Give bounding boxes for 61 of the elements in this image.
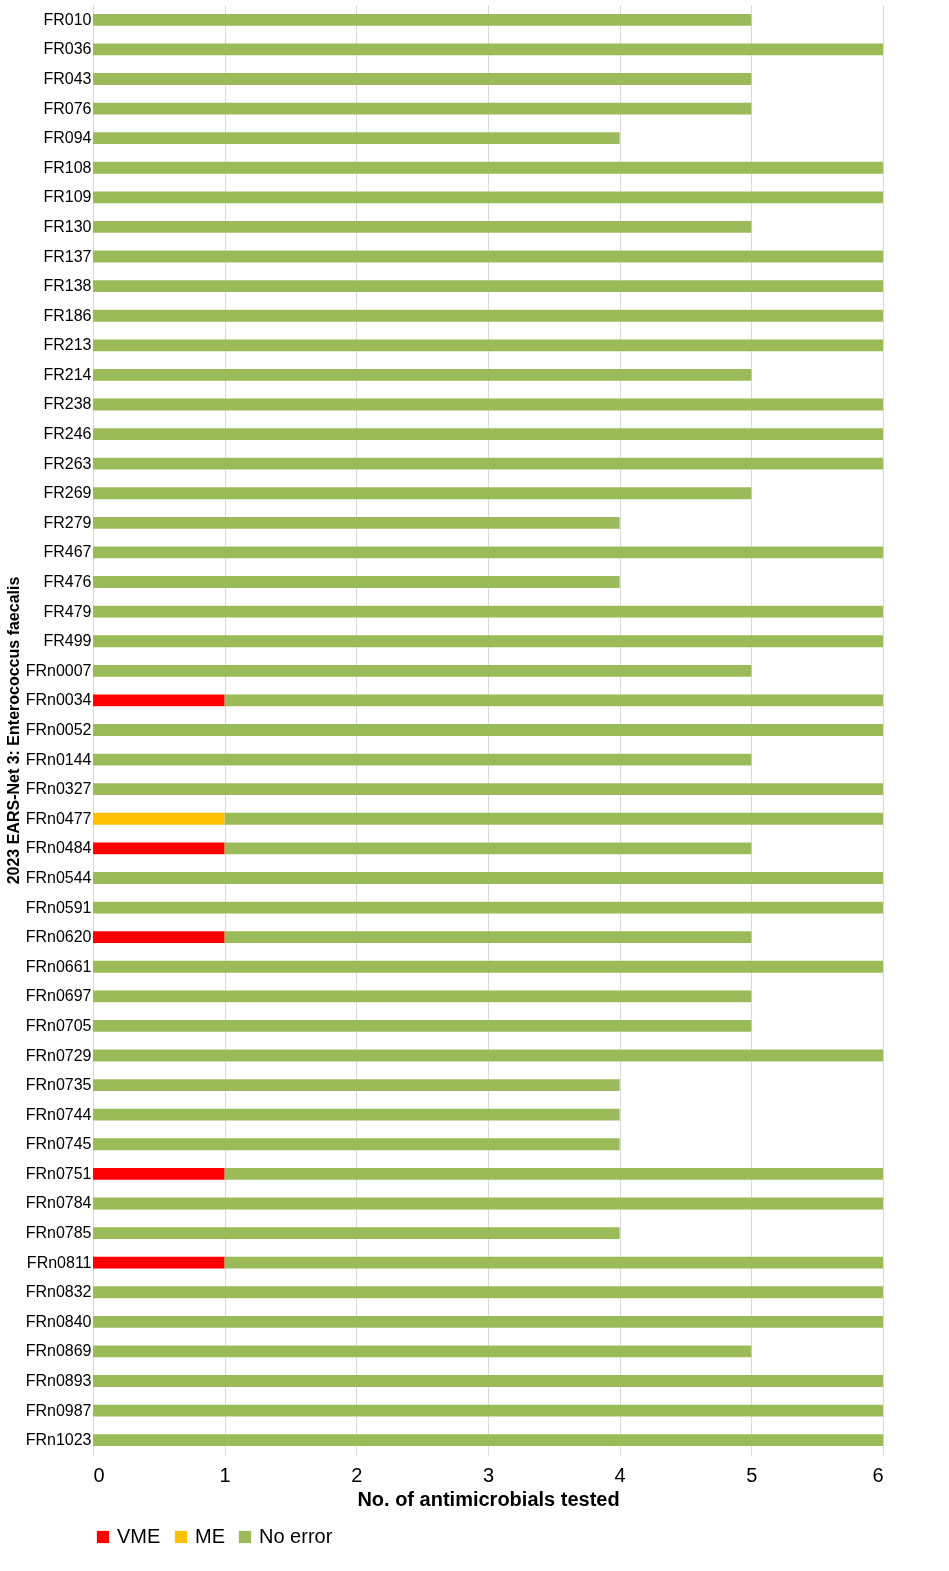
x-tick-label: 0 bbox=[93, 1463, 105, 1486]
y-tick-label: FRn0477 bbox=[25, 809, 92, 827]
y-tick-label: FR467 bbox=[43, 543, 92, 561]
y-tick-label: FR108 bbox=[43, 158, 92, 176]
y-tick-label: FRn0620 bbox=[25, 928, 92, 946]
y-tick-label: FRn0484 bbox=[25, 839, 92, 857]
y-tick-label: FR137 bbox=[43, 247, 92, 265]
y-tick-label: FRn0144 bbox=[25, 750, 92, 768]
legend-label: VME bbox=[117, 1525, 161, 1547]
y-tick-label: FR076 bbox=[43, 99, 92, 117]
y-tick-label: FR279 bbox=[43, 513, 92, 531]
y-tick-label: FRn0052 bbox=[25, 721, 92, 738]
x-axis-title: No. of antimicrobials tested bbox=[357, 1487, 620, 1510]
y-tick-label: FRn0007 bbox=[25, 661, 92, 679]
y-tick-label: FRn0544 bbox=[25, 868, 92, 886]
y-tick-label: FR246 bbox=[43, 425, 92, 443]
y-tick-label: FRn0832 bbox=[25, 1283, 92, 1301]
y-tick-label: FR263 bbox=[43, 454, 92, 472]
legend-label: ME bbox=[195, 1525, 225, 1547]
y-tick-label: FR186 bbox=[43, 306, 92, 324]
x-tick-label: 6 bbox=[872, 1463, 884, 1486]
y-tick-label: FRn0784 bbox=[25, 1194, 92, 1212]
legend-label: No error bbox=[259, 1525, 333, 1547]
y-tick-label: FR138 bbox=[43, 277, 92, 295]
y-tick-label: FR479 bbox=[43, 602, 92, 620]
x-tick-label: 1 bbox=[219, 1463, 231, 1486]
y-tick-label: FRn0744 bbox=[25, 1105, 92, 1123]
y-tick-label: FR238 bbox=[43, 395, 92, 413]
y-tick-label: FRn0705 bbox=[25, 1016, 92, 1034]
y-tick-label: FRn0591 bbox=[25, 898, 92, 916]
y-tick-label: FRn0745 bbox=[25, 1135, 92, 1153]
y-tick-label: FR499 bbox=[43, 632, 92, 650]
y-tick-label: FR043 bbox=[43, 69, 92, 87]
y-tick-label: FRn0697 bbox=[25, 987, 92, 1005]
y-tick-label: FRn0034 bbox=[25, 691, 92, 709]
y-tick-label: FR109 bbox=[43, 188, 92, 206]
y-tick-label: FR130 bbox=[43, 217, 92, 235]
y-tick-label: FR094 bbox=[43, 129, 92, 147]
x-tick-label: 2 bbox=[351, 1463, 363, 1486]
y-tick-label: FR476 bbox=[43, 573, 92, 591]
y-tick-label: FR010 bbox=[43, 10, 92, 28]
y-tick-label: FRn0811 bbox=[26, 1253, 92, 1271]
y-tick-label: FRn0785 bbox=[25, 1224, 92, 1242]
y-tick-label: FRn0729 bbox=[25, 1046, 92, 1064]
y-tick-label: FRn0893 bbox=[25, 1372, 92, 1390]
x-tick-label: 4 bbox=[614, 1463, 626, 1486]
y-tick-label: FR269 bbox=[43, 484, 92, 502]
y-tick-label: FRn0840 bbox=[25, 1312, 92, 1330]
y-axis-title: 2023 EARS-Net 3: Enterococcus faecalis bbox=[4, 576, 22, 885]
y-tick-label: FR214 bbox=[43, 365, 92, 383]
x-tick-label: 3 bbox=[482, 1463, 495, 1486]
y-tick-label: FRn1023 bbox=[25, 1431, 92, 1449]
y-tick-label: FR213 bbox=[43, 336, 92, 354]
y-tick-label: FR036 bbox=[43, 40, 92, 58]
y-tick-label: FRn0751 bbox=[25, 1164, 92, 1182]
y-tick-label: FRn0869 bbox=[25, 1342, 92, 1360]
y-tick-label: FRn0661 bbox=[25, 957, 92, 975]
y-tick-label: FRn0987 bbox=[25, 1401, 92, 1419]
y-tick-label: FRn0735 bbox=[25, 1076, 92, 1094]
y-tick-label: FRn0327 bbox=[25, 780, 92, 798]
x-tick-label: 5 bbox=[746, 1463, 758, 1486]
